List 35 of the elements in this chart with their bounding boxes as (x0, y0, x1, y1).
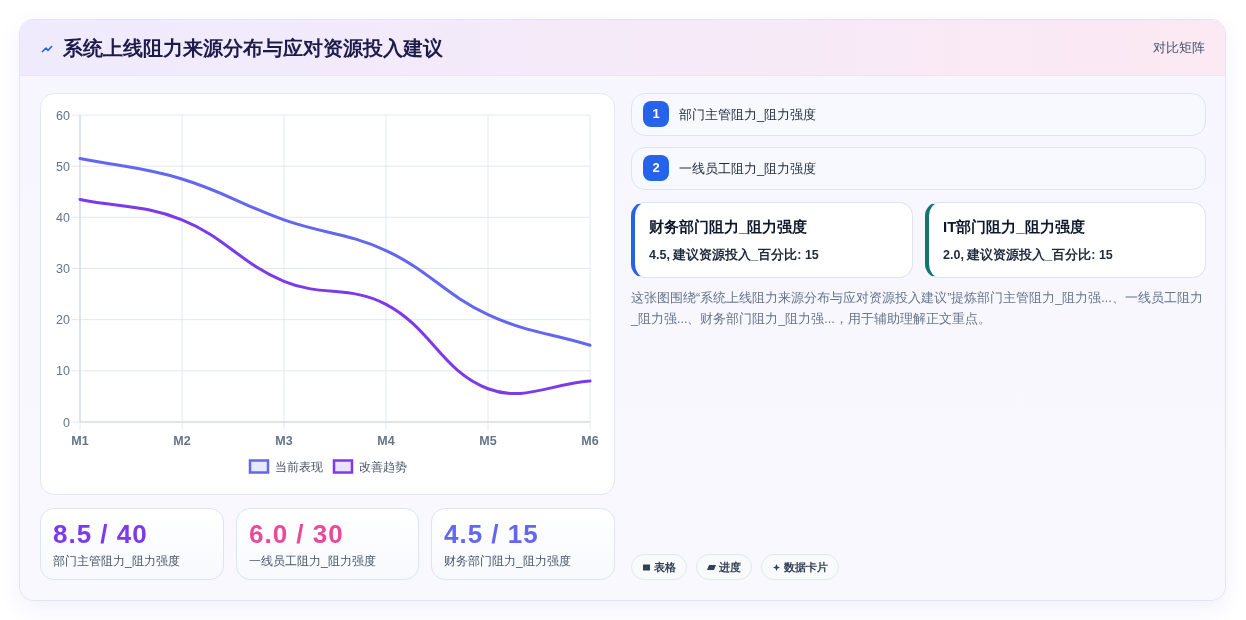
text: 8.5 / 40 (53, 519, 148, 549)
y-tick-label: 40 (56, 210, 71, 225)
text: IT部门阻力_阻力强度 (943, 217, 1085, 237)
text: 2 (652, 160, 660, 175)
legend-label: 改善趋势 (358, 460, 407, 475)
text: 对比矩阵 (1153, 39, 1205, 57)
y-tick-label: 0 (63, 415, 71, 430)
text: 一线员工阻力_阻力强度 (249, 553, 376, 569)
y-tick-label: 10 (56, 364, 71, 379)
legend-label: 当前表现 (274, 460, 323, 475)
text: 6.0 / 30 (249, 519, 344, 549)
x-tick-label: M3 (275, 434, 293, 448)
x-tick-label: M5 (479, 434, 497, 448)
category-label: 进度 (719, 559, 741, 575)
text: 2.0, 建议资源投入_百分比: 15 (943, 247, 1113, 264)
y-tick-label: 60 (56, 108, 71, 123)
text: 部门主管阻力_阻力强度 (53, 553, 180, 569)
text: 4.5 / 15 (444, 519, 539, 549)
category-label: 数据卡片 (784, 559, 828, 575)
x-tick-label: M4 (377, 434, 395, 448)
category-label: 一线员工阻力_阻力强度 (679, 160, 817, 178)
category-label: 部门主管阻力_阻力强度 (679, 106, 817, 124)
x-tick-label: M6 (581, 434, 599, 448)
y-tick-label: 20 (56, 313, 71, 328)
text: 系统上线阻力来源分布与应对资源投入建议 (63, 36, 443, 61)
text: 这张图围绕“系统上线阻力来源分布与应对资源投入建议”提炼部门主管阻力_阻力强...、一线员工阻力_阻力强...、财务部门阻力_阻力强...，用于辅助理解正文重点。 (631, 290, 1204, 328)
y-tick-label: 50 (56, 159, 71, 174)
y-tick-label: 30 (56, 262, 71, 276)
text: 1 (652, 106, 660, 121)
text: 财务部门阻力_阻力强度 (444, 553, 571, 569)
x-tick-label: M2 (173, 434, 191, 448)
x-tick-label: M1 (71, 434, 89, 448)
text: 财务部门阻力_阻力强度 (649, 217, 808, 237)
category-label: 表格 (654, 559, 676, 575)
text: 4.5, 建议资源投入_百分比: 15 (649, 247, 819, 264)
